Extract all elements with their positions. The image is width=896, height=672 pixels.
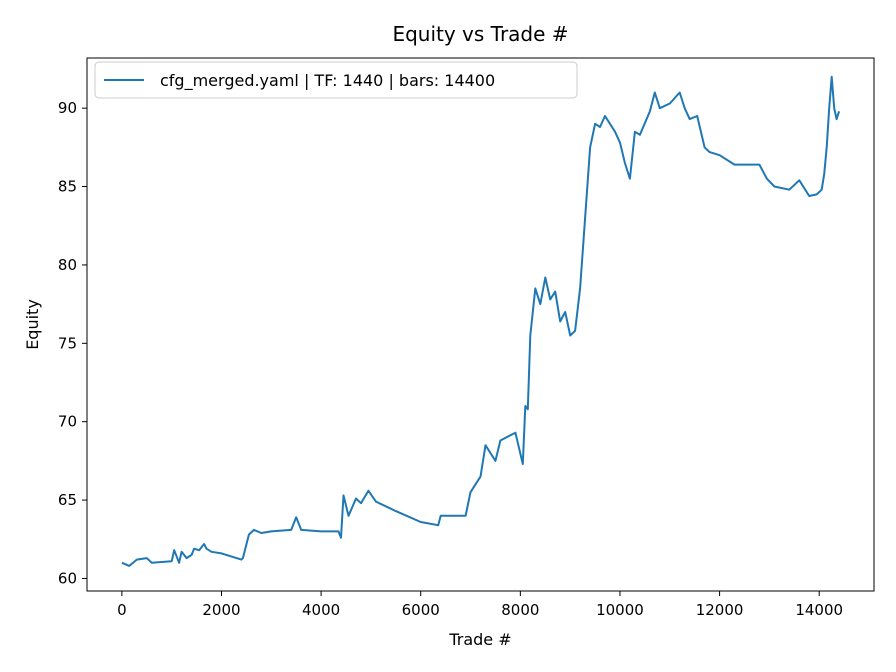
x-axis-label: Trade #: [448, 630, 511, 649]
x-tick-label: 14000: [795, 601, 843, 619]
series-line-0: [121, 75, 841, 567]
y-tick-label: 65: [58, 491, 77, 509]
x-tick-label: 2000: [202, 601, 240, 619]
legend-box: [94, 61, 578, 99]
x-tick-label: 10000: [596, 601, 644, 619]
y-axis: 60 65 70 75 80 85 90: [58, 99, 87, 587]
plot-area: [121, 75, 841, 567]
y-tick-label: 80: [58, 256, 77, 274]
y-axis-label: Equity: [23, 299, 42, 350]
x-tick-label: 4000: [302, 601, 340, 619]
x-tick-label: 0: [117, 601, 127, 619]
chart-title: Equity vs Trade #: [392, 22, 568, 46]
legend: cfg_merged.yaml | TF: 1440 | bars: 14400: [94, 61, 578, 99]
y-tick-label: 85: [58, 178, 77, 196]
y-tick-label: 60: [58, 569, 77, 587]
x-tick-label: 8000: [501, 601, 539, 619]
legend-label: cfg_merged.yaml | TF: 1440 | bars: 14400: [160, 71, 495, 91]
x-tick-label: 12000: [696, 601, 744, 619]
x-tick-label: 6000: [402, 601, 440, 619]
y-tick-label: 90: [58, 99, 77, 117]
x-axis: 0 2000 4000 6000 8000 10000 12000 14000: [117, 591, 843, 619]
axes-frame: [86, 57, 875, 592]
y-tick-label: 70: [58, 413, 77, 431]
y-tick-label: 75: [58, 334, 77, 352]
